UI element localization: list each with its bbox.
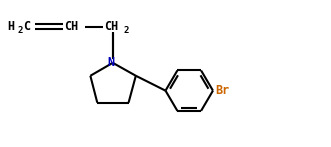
Text: Br: Br xyxy=(215,84,230,97)
Text: 2: 2 xyxy=(17,26,23,35)
Text: H: H xyxy=(7,20,15,33)
Text: CH: CH xyxy=(104,20,118,33)
Text: C: C xyxy=(23,20,30,33)
Text: N: N xyxy=(107,56,114,69)
Text: CH: CH xyxy=(64,20,78,33)
Text: 2: 2 xyxy=(124,26,129,35)
